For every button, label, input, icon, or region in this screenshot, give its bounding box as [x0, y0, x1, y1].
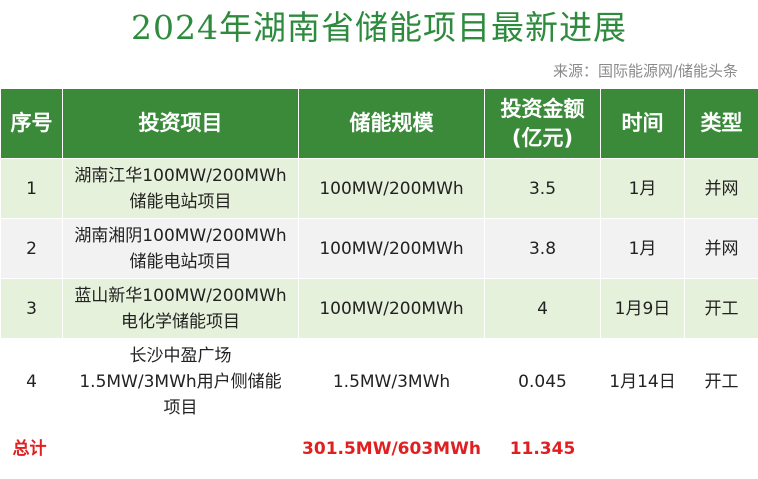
cell-amount: 4: [484, 278, 601, 339]
total-label: 总计: [0, 424, 299, 473]
cell-time: 1月14日: [600, 338, 685, 425]
table-header-row: 序号 投资项目 储能规模 投资金额 (亿元) 时间 类型: [0, 88, 758, 159]
table-row: 2 湖南湘阴100MW/200MWh 储能电站项目 100MW/200MWh 3…: [0, 218, 758, 279]
page-title: 2024年湖南省储能项目最新进展: [131, 8, 627, 47]
cell-type: 并网: [684, 218, 758, 279]
source-caption: 来源：国际能源网/储能头条: [552, 62, 738, 80]
cell-no: 1: [0, 158, 63, 219]
cell-type: 并网: [684, 158, 758, 219]
cell-time: 1月9日: [600, 278, 685, 339]
total-row: 总计 301.5MW/603MWh 11.345: [0, 424, 758, 473]
total-scale: 301.5MW/603MWh: [298, 424, 485, 473]
cell-scale: 1.5MW/3MWh: [298, 338, 485, 425]
column-header-project: 投资项目: [62, 88, 299, 159]
cell-type: 开工: [684, 338, 758, 425]
column-header-no: 序号: [0, 88, 63, 159]
cell-project: 长沙中盈广场 1.5MW/3MWh用户侧储能 项目: [62, 338, 299, 425]
column-header-time: 时间: [600, 88, 685, 159]
table-row: 3 蓝山新华100MW/200MWh 电化学储能项目 100MW/200MWh …: [0, 278, 758, 339]
table-row: 4 长沙中盈广场 1.5MW/3MWh用户侧储能 项目 1.5MW/3MWh 0…: [0, 338, 758, 425]
column-header-scale: 储能规模: [298, 88, 485, 159]
cell-no: 2: [0, 218, 63, 279]
table-row: 1 湖南江华100MW/200MWh 储能电站项目 100MW/200MWh 3…: [0, 158, 758, 219]
cell-type: 开工: [684, 278, 758, 339]
projects-table: 序号 投资项目 储能规模 投资金额 (亿元) 时间 类型 1 湖南江华100MW…: [0, 88, 758, 473]
cell-amount: 0.045: [484, 338, 601, 425]
cell-time: 1月: [600, 218, 685, 279]
cell-amount: 3.8: [484, 218, 601, 279]
cell-scale: 100MW/200MWh: [298, 218, 485, 279]
cell-amount: 3.5: [484, 158, 601, 219]
cell-no: 4: [0, 338, 63, 425]
total-amount: 11.345: [484, 424, 601, 473]
cell-scale: 100MW/200MWh: [298, 158, 485, 219]
column-header-amount: 投资金额 (亿元): [484, 88, 601, 159]
column-header-type: 类型: [684, 88, 758, 159]
cell-project: 蓝山新华100MW/200MWh 电化学储能项目: [62, 278, 299, 339]
cell-project: 湖南江华100MW/200MWh 储能电站项目: [62, 158, 299, 219]
cell-scale: 100MW/200MWh: [298, 278, 485, 339]
cell-no: 3: [0, 278, 63, 339]
cell-project: 湖南湘阴100MW/200MWh 储能电站项目: [62, 218, 299, 279]
total-empty-type: [684, 424, 758, 473]
total-empty-time: [600, 424, 685, 473]
cell-time: 1月: [600, 158, 685, 219]
